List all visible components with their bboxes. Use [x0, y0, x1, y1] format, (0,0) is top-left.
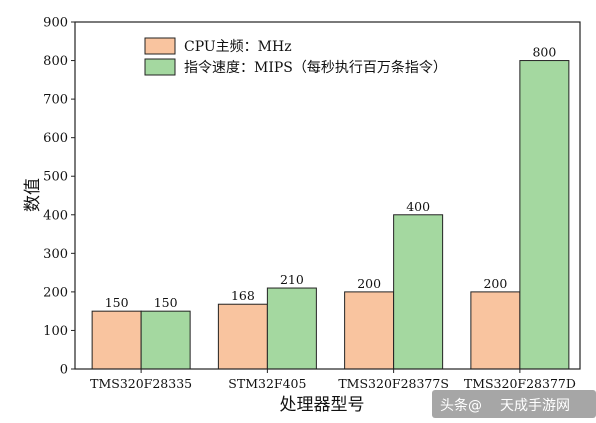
watermark-prefix: 头条@ [440, 397, 482, 414]
data-label-mips-1: 210 [280, 272, 304, 287]
y-tick-label-8: 800 [43, 54, 68, 69]
y-tick-label-4: 400 [43, 208, 68, 223]
bar-mips-3 [519, 60, 570, 370]
data-label-mips-0: 150 [154, 295, 178, 310]
data-label-mips-2: 400 [406, 199, 430, 214]
y-tick-label-0: 0 [60, 363, 68, 378]
x-tick-label-1: STM32F405 [228, 376, 306, 391]
y-axis-title: 数值 [23, 178, 43, 212]
legend-swatch-cpu [144, 37, 176, 55]
y-tick-label-5: 500 [43, 170, 68, 185]
data-label-cpu-1: 168 [231, 288, 255, 303]
bar-mips-2 [393, 214, 444, 370]
bar-mips-0 [140, 310, 191, 370]
y-tick-label-9: 900 [43, 16, 68, 31]
data-labels-layer: 150 150 168 210 200 400 200 800 [105, 45, 557, 311]
x-tick-label-0: TMS320F28335 [90, 376, 192, 391]
y-tick-label-3: 300 [43, 247, 68, 262]
x-axis-title: 处理器型号 [280, 395, 365, 415]
plot-frame [74, 21, 581, 370]
data-label-cpu-0: 150 [105, 295, 129, 310]
bars-layer [91, 60, 570, 370]
watermark-site: 天成手游网 [500, 398, 570, 414]
watermark: 头条@ 天成手游网 [432, 390, 596, 418]
bar-mips-1 [266, 287, 317, 370]
legend-label-cpu: CPU主频：MHz [184, 39, 292, 55]
data-label-cpu-2: 200 [357, 276, 381, 291]
y-tick-label-7: 700 [43, 93, 68, 108]
legend-swatch-mips [144, 58, 176, 76]
y-tick-label-6: 600 [43, 131, 68, 146]
legend: CPU主频：MHz 指令速度：MIPS（每秒执行百万条指令） [144, 37, 447, 76]
bar-cpu-1 [217, 303, 268, 370]
bar-cpu-2 [344, 291, 395, 370]
axes-layer: TMS320F28335 STM32F405 TMS320F28377S TMS320… [43, 16, 581, 391]
data-label-cpu-3: 200 [483, 276, 507, 291]
x-tick-label-3: TMS320F28377D [464, 376, 576, 391]
x-tick-label-2: TMS320F28377S [338, 376, 449, 391]
y-tick-label-2: 200 [43, 285, 68, 300]
watermark-backdrop [432, 390, 596, 418]
bar-cpu-3 [470, 291, 521, 370]
y-tick-label-1: 100 [43, 324, 68, 339]
data-label-mips-3: 800 [532, 45, 556, 60]
legend-label-mips: 指令速度：MIPS（每秒执行百万条指令） [184, 59, 447, 76]
bar-cpu-0 [91, 310, 142, 370]
